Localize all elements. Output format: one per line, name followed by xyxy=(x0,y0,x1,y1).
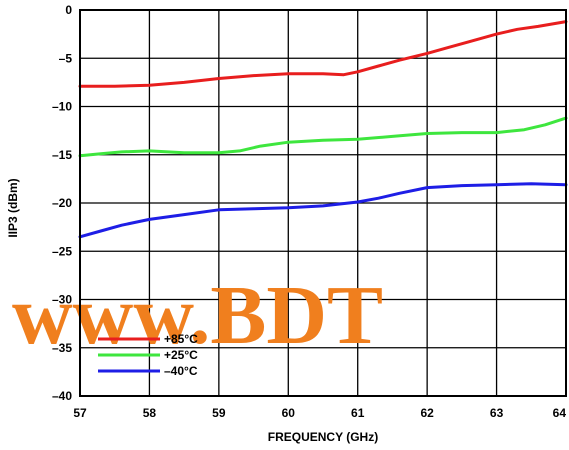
legend: +85°C +25°C –40°C xyxy=(98,332,198,378)
y-tick-label: –30 xyxy=(52,293,72,307)
y-tick-label: –35 xyxy=(52,341,72,355)
x-tick-label: 63 xyxy=(490,406,504,420)
y-axis-label: IIP3 (dBm) xyxy=(6,178,20,237)
y-tick-label: –25 xyxy=(52,244,72,258)
x-axis-label: FREQUENCY (GHz) xyxy=(268,430,378,444)
x-tick-label: 64 xyxy=(553,406,567,420)
series-line-0 xyxy=(78,20,568,88)
x-tick-labels: 57 58 59 60 61 62 63 64 xyxy=(73,406,566,420)
plot-frame xyxy=(79,9,567,397)
series-line-1 xyxy=(78,116,568,158)
y-tick-label: –15 xyxy=(52,148,72,162)
y-tick-label: –20 xyxy=(52,196,72,210)
legend-label: +85°C xyxy=(164,332,198,346)
y-tick-labels: 0 –5 –10 –15 –20 –25 –30 –35 –40 xyxy=(52,3,72,403)
watermark-text: www.BDT xyxy=(12,269,383,362)
y-tick-label: 0 xyxy=(65,3,72,17)
x-tick-label: 59 xyxy=(212,406,226,420)
y-tick-label: –10 xyxy=(52,100,72,114)
series-lines xyxy=(78,20,568,239)
x-tick-label: 57 xyxy=(73,406,87,420)
series-line-2 xyxy=(78,182,568,239)
x-tick-label: 60 xyxy=(282,406,296,420)
x-tick-label: 58 xyxy=(143,406,157,420)
y-tick-label: –40 xyxy=(52,389,72,403)
y-tick-label: –5 xyxy=(59,51,73,65)
x-tick-label: 62 xyxy=(420,406,434,420)
legend-label: –40°C xyxy=(164,364,198,378)
x-tick-label: 61 xyxy=(351,406,365,420)
legend-label: +25°C xyxy=(164,348,198,362)
